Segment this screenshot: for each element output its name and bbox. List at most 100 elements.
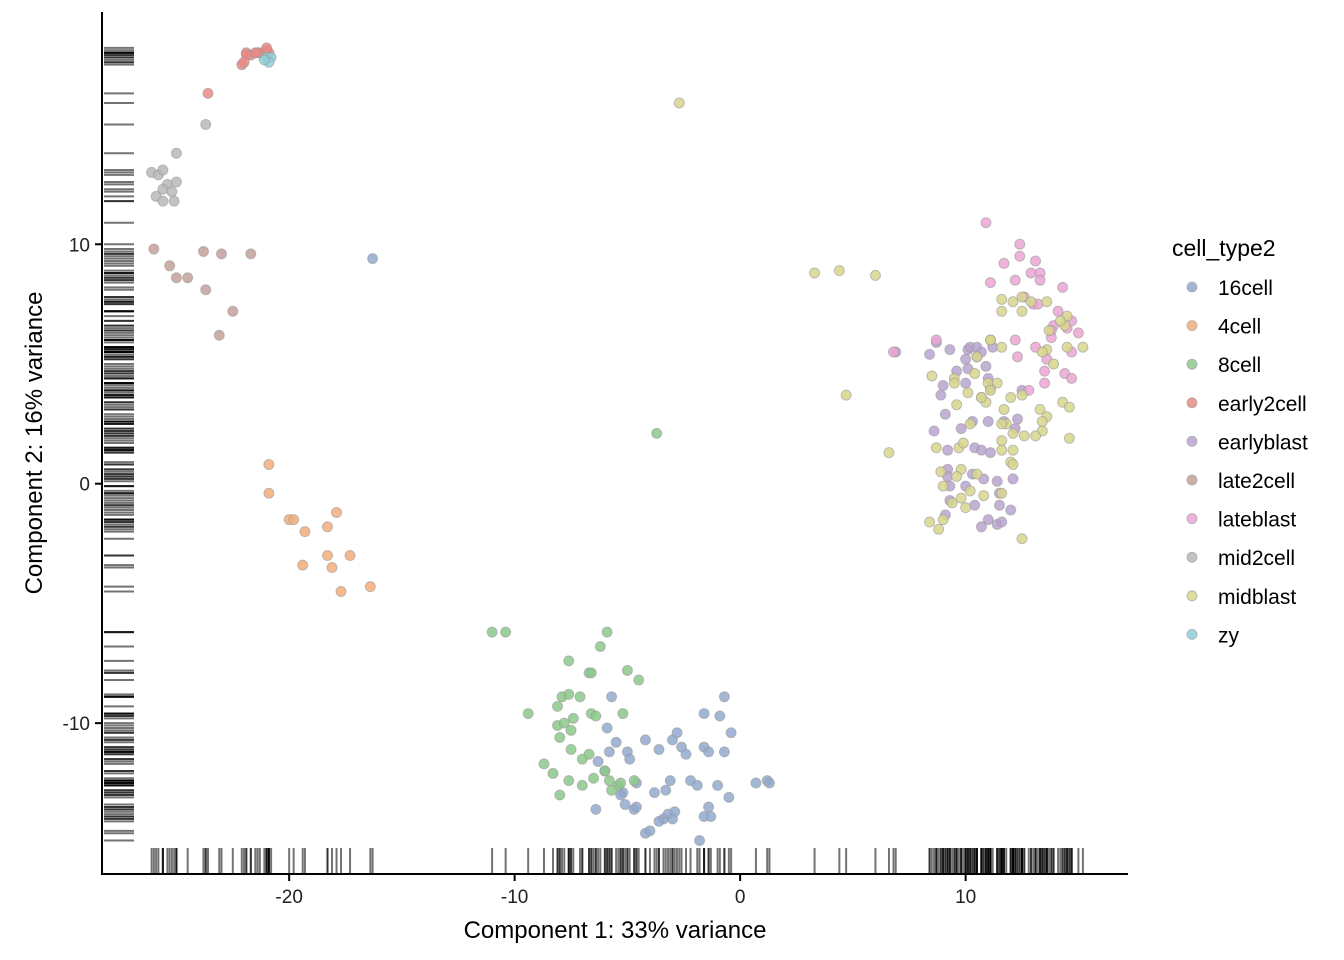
data-point-mid2cell [170,176,182,188]
legend-label-lateblast: lateblast [1218,509,1296,532]
legend-title: cell_type2 [1172,235,1276,261]
data-point-4cell [364,581,376,593]
data-point-lateblast [887,346,899,358]
data-point-4cell [297,559,309,571]
data-point-midblast [964,418,976,430]
legend-key-8cell [1186,358,1198,370]
data-point-midblast [998,403,1010,415]
data-point-midblast [971,351,983,363]
y-tick-label: -10 [63,714,90,735]
data-point-midblast [937,480,949,492]
data-point-midblast [946,497,958,509]
data-point-8cell [594,641,606,653]
data-point-late2cell [182,272,194,284]
x-tick-label: 10 [955,887,976,908]
data-point-8cell [628,775,640,787]
data-point-midblast [964,485,976,497]
data-points [146,42,1089,846]
data-point-16cell [705,811,717,823]
data-point-earlyblast [937,380,949,392]
data-point-16cell [680,748,692,760]
y-axis-title: Component 2: 16% variance [21,292,48,595]
data-point-midblast [971,468,983,480]
data-point-earlyblast [993,499,1005,511]
data-point-8cell [633,674,645,686]
data-point-midblast [1016,291,1028,303]
data-point-earlyblast [928,425,940,437]
data-point-16cell [367,253,379,265]
legend-items: 16cell 4cell 8cell early2cell earlyblast late… [1186,277,1308,647]
data-point-midblast [1063,401,1075,413]
data-point-lateblast [998,257,1010,269]
data-point-zy [258,54,270,66]
data-point-midblast [951,471,963,483]
data-point-16cell [703,746,715,758]
x-tick-label: -10 [501,887,528,908]
data-point-8cell [601,626,613,638]
data-point-8cell [583,748,595,760]
data-point-early2cell [249,47,261,59]
data-point-midblast [1048,358,1060,370]
data-point-midblast [975,392,987,404]
data-point-earlyblast [991,475,1003,487]
data-point-midblast [996,293,1008,305]
data-point-midblast [1043,324,1055,336]
data-point-4cell [335,585,347,597]
data-point-midblast [957,437,969,449]
data-point-lateblast [1012,351,1024,363]
legend-label-earlyblast: earlyblast [1218,431,1308,454]
data-point-midblast [984,334,996,346]
data-point-8cell [615,777,627,789]
data-point-midblast [1016,305,1028,317]
data-point-lateblast [1014,250,1026,262]
data-point-16cell [603,746,615,758]
data-point-midblast [996,341,1008,353]
data-point-4cell [263,487,275,499]
data-point-16cell [664,775,676,787]
data-point-16cell [714,710,726,722]
data-point-8cell [563,775,575,787]
data-point-earlyblast [975,444,987,456]
data-point-midblast [1061,341,1073,353]
data-point-late2cell [245,248,257,260]
data-point-midblast [869,269,881,281]
data-point-8cell [603,775,615,787]
data-point-midblast [996,435,1008,447]
data-point-late2cell [227,305,239,317]
legend-key-zy [1186,628,1198,640]
data-point-16cell [619,799,631,811]
data-point-midblast [996,444,1008,456]
data-point-late2cell [170,272,182,284]
data-point-8cell [617,708,629,720]
data-point-16cell [615,789,627,801]
x-axis-ticks: -20 -10 0 10 [275,874,976,908]
data-point-4cell [299,526,311,538]
data-point-16cell [698,708,710,720]
data-point-midblast [930,442,942,454]
data-point-midblast [1063,432,1075,444]
data-point-earlyblast [969,499,981,511]
data-point-earlyblast [944,344,956,356]
data-point-mid2cell [200,119,212,131]
data-point-16cell [653,815,665,827]
data-point-earlyblast [982,415,994,427]
data-point-4cell [331,506,343,518]
data-point-8cell [590,710,602,722]
data-point-8cell [606,784,618,796]
data-point-16cell [648,787,660,799]
data-point-midblast [1007,427,1019,439]
data-point-8cell [565,743,577,755]
legend-key-lateblast [1186,513,1198,525]
data-point-mid2cell [168,195,180,207]
data-point-midblast [996,305,1008,317]
data-point-midblast [1016,389,1028,401]
data-point-lateblast [1072,327,1084,339]
data-point-midblast [962,387,974,399]
legend-label-zy: zy [1218,624,1240,647]
data-point-8cell [500,626,512,638]
y-tick-label: 0 [79,475,90,496]
data-point-16cell [660,784,672,796]
data-point-midblast [1005,392,1017,404]
data-point-8cell [522,708,534,720]
data-point-4cell [321,550,333,562]
